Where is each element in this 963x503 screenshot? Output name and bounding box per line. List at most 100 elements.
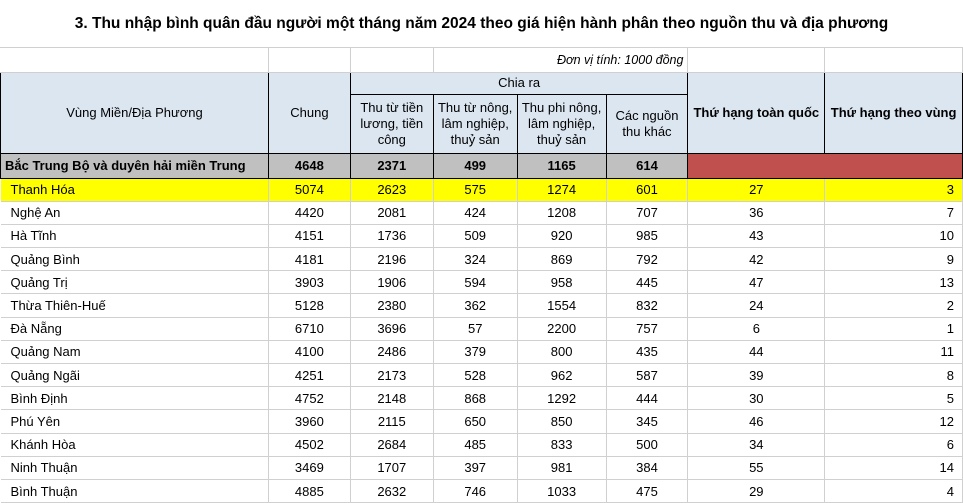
cell-name: Thanh Hóa [0, 178, 269, 202]
cell-other: 832 [606, 293, 689, 318]
header-region: Vùng Miền/Địa Phương [0, 71, 269, 154]
cell-rank-nation: 36 [687, 201, 826, 225]
cell-rank-region: 11 [824, 340, 963, 365]
cell-name: Quảng Nam [0, 340, 269, 365]
cell-total: 4885 [268, 479, 351, 503]
cell-rank-region: 5 [824, 386, 963, 411]
unit-label: Đơn vị tính: 1000 đồng [433, 48, 689, 73]
cell-nonagri: 1292 [517, 386, 607, 411]
cell-wages: 3696 [350, 317, 434, 341]
cell-other: 445 [606, 270, 689, 295]
page-title: 3. Thu nhập bình quân đầu người một thán… [0, 0, 963, 48]
cell-nonagri: 958 [517, 270, 607, 295]
cell-total: 4100 [268, 340, 351, 365]
cell-nonagri: 920 [517, 224, 607, 249]
cell-nonagri: 1554 [517, 293, 607, 318]
cell-rank-region: 4 [824, 479, 963, 503]
cell-nonagri: 1033 [517, 479, 607, 503]
cell-name: Quảng Bình [0, 247, 269, 272]
cell-wages: 2632 [350, 479, 434, 503]
cell-total: 4420 [268, 201, 351, 225]
cell-other: 757 [606, 317, 689, 341]
table-row: Nghệ An 4420 2081 424 1208 707 36 7 [0, 201, 963, 225]
cell-total: 6710 [268, 317, 351, 341]
cell-name: Bình Thuận [0, 479, 269, 503]
cell-agri: 362 [433, 293, 518, 318]
cell-wages: 2196 [350, 247, 434, 272]
cell-name: Quảng Trị [0, 270, 269, 295]
table-row: Ninh Thuận 3469 1707 397 981 384 55 14 [0, 456, 963, 480]
cell-rank-nation: 39 [687, 363, 826, 388]
region-name: Bắc Trung Bộ và duyên hải miền Trung [0, 152, 269, 179]
cell-other: 435 [606, 340, 689, 365]
cell-other: 475 [606, 479, 689, 503]
cell-total: 3903 [268, 270, 351, 295]
region-agri: 499 [432, 152, 518, 179]
cell-agri: 379 [433, 340, 518, 365]
cell-wages: 2173 [350, 363, 434, 388]
cell-wages: 1736 [350, 224, 434, 249]
cell-name: Phú Yên [0, 409, 269, 434]
cell-other: 792 [606, 247, 689, 272]
cell-rank-region: 1 [824, 317, 963, 341]
cell-wages: 2148 [350, 386, 434, 411]
cell-total: 3469 [268, 456, 351, 480]
cell-rank-nation: 43 [687, 224, 826, 249]
cell-name: Quảng Ngãi [0, 363, 269, 388]
cell-agri: 868 [433, 386, 518, 411]
cell-rank-nation: 29 [687, 479, 826, 503]
cell-total: 4752 [268, 386, 351, 411]
region-nonagri: 1165 [516, 152, 607, 179]
table-row: Quảng Ngãi 4251 2173 528 962 587 39 8 [0, 363, 963, 388]
cell-other: 345 [606, 409, 689, 434]
cell-rank-nation: 44 [687, 340, 826, 365]
cell-agri: 575 [433, 178, 518, 202]
table-row: Đà Nẵng 6710 3696 57 2200 757 6 1 [0, 317, 963, 341]
cell-wages: 2115 [350, 409, 434, 434]
cell-nonagri: 800 [517, 340, 607, 365]
region-rank-fill [687, 152, 963, 179]
table-row: Quảng Nam 4100 2486 379 800 435 44 11 [0, 340, 963, 365]
cell-nonagri: 2200 [517, 317, 607, 341]
cell-rank-nation: 46 [687, 409, 826, 434]
cell-nonagri: 981 [517, 456, 607, 480]
table-row: Thừa Thiên-Huế 5128 2380 362 1554 832 24 2 [0, 293, 963, 318]
cell-agri: 324 [433, 247, 518, 272]
header-nonagri: Thu phi nông, lâm nghiệp, thuỷ sản [516, 93, 607, 154]
cell-agri: 485 [433, 433, 518, 457]
cell-rank-nation: 34 [687, 433, 826, 457]
cell-rank-region: 13 [824, 270, 963, 295]
header-row-1: Vùng Miền/Địa Phương Chung Chia ra Thứ h… [0, 71, 963, 154]
cell-total: 5074 [268, 178, 351, 202]
cell-total: 4251 [268, 363, 351, 388]
cell-other: 601 [606, 178, 689, 202]
cell-wages: 2380 [350, 293, 434, 318]
region-row: Bắc Trung Bộ và duyên hải miền Trung 464… [0, 152, 963, 179]
cell-rank-region: 6 [824, 433, 963, 457]
cell-total: 4181 [268, 247, 351, 272]
cell-rank-region: 3 [824, 178, 963, 202]
cell-agri: 509 [433, 224, 518, 249]
cell-other: 384 [606, 456, 689, 480]
cell-other: 444 [606, 386, 689, 411]
cell-rank-region: 14 [824, 456, 963, 480]
cell-agri: 57 [433, 317, 518, 341]
cell-rank-region: 9 [824, 247, 963, 272]
cell-rank-nation: 55 [687, 456, 826, 480]
cell-nonagri: 1274 [517, 178, 607, 202]
header-agri: Thu từ nông, lâm nghiệp, thuỷ sản [432, 93, 518, 154]
cell-total: 5128 [268, 293, 351, 318]
region-other: 614 [605, 152, 689, 179]
cell-name: Bình Định [0, 386, 269, 411]
cell-rank-nation: 24 [687, 293, 826, 318]
cell-rank-nation: 30 [687, 386, 826, 411]
cell-rank-region: 12 [824, 409, 963, 434]
table-row: Bình Thuận 4885 2632 746 1033 475 29 4 [0, 479, 963, 503]
cell-rank-region: 8 [824, 363, 963, 388]
cell-other: 985 [606, 224, 689, 249]
income-table: Đơn vị tính: 1000 đồng Vùng Miền/Địa Phư… [0, 48, 963, 503]
cell-wages: 2486 [350, 340, 434, 365]
cell-wages: 2623 [350, 178, 434, 202]
cell-name: Đà Nẵng [0, 317, 269, 341]
cell-nonagri: 833 [517, 433, 607, 457]
